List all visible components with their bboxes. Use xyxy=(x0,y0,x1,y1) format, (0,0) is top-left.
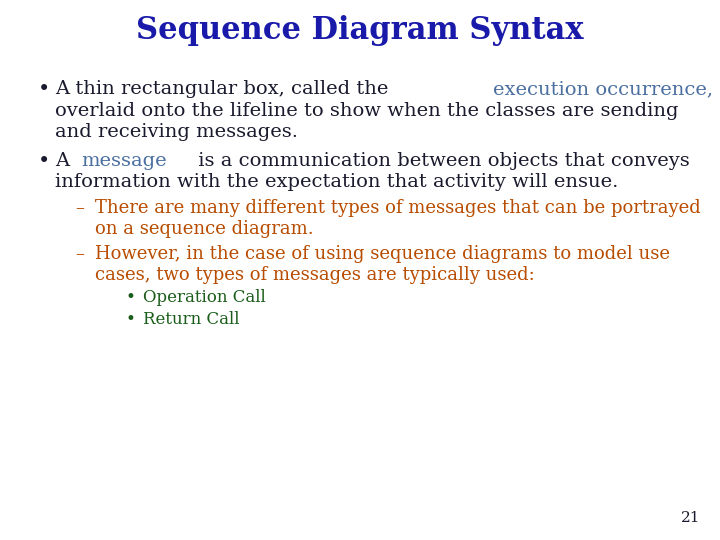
Text: information with the expectation that activity will ensue.: information with the expectation that ac… xyxy=(55,173,618,191)
Text: –: – xyxy=(75,245,84,263)
Text: •: • xyxy=(38,80,50,99)
Text: •: • xyxy=(125,311,135,328)
Text: cases, two types of messages are typically used:: cases, two types of messages are typical… xyxy=(95,266,535,284)
Text: and receiving messages.: and receiving messages. xyxy=(55,124,298,141)
Text: A: A xyxy=(55,152,76,170)
Text: However, in the case of using sequence diagrams to model use: However, in the case of using sequence d… xyxy=(95,245,670,263)
Text: •: • xyxy=(125,289,135,306)
Text: Sequence Diagram Syntax: Sequence Diagram Syntax xyxy=(136,15,584,46)
Text: on a sequence diagram.: on a sequence diagram. xyxy=(95,220,314,238)
Text: There are many different types of messages that can be portrayed: There are many different types of messag… xyxy=(95,199,701,217)
Text: is a communication between objects that conveys: is a communication between objects that … xyxy=(192,152,690,170)
Text: message: message xyxy=(81,152,167,170)
Text: A thin rectangular box, called the: A thin rectangular box, called the xyxy=(55,80,395,98)
Text: –: – xyxy=(75,199,84,217)
Text: 21: 21 xyxy=(680,511,700,525)
Text: overlaid onto the lifeline to show when the classes are sending: overlaid onto the lifeline to show when … xyxy=(55,102,678,120)
Text: Operation Call: Operation Call xyxy=(143,289,266,306)
Text: •: • xyxy=(38,152,50,171)
Text: execution occurrence,: execution occurrence, xyxy=(493,80,714,98)
Text: Return Call: Return Call xyxy=(143,311,240,328)
